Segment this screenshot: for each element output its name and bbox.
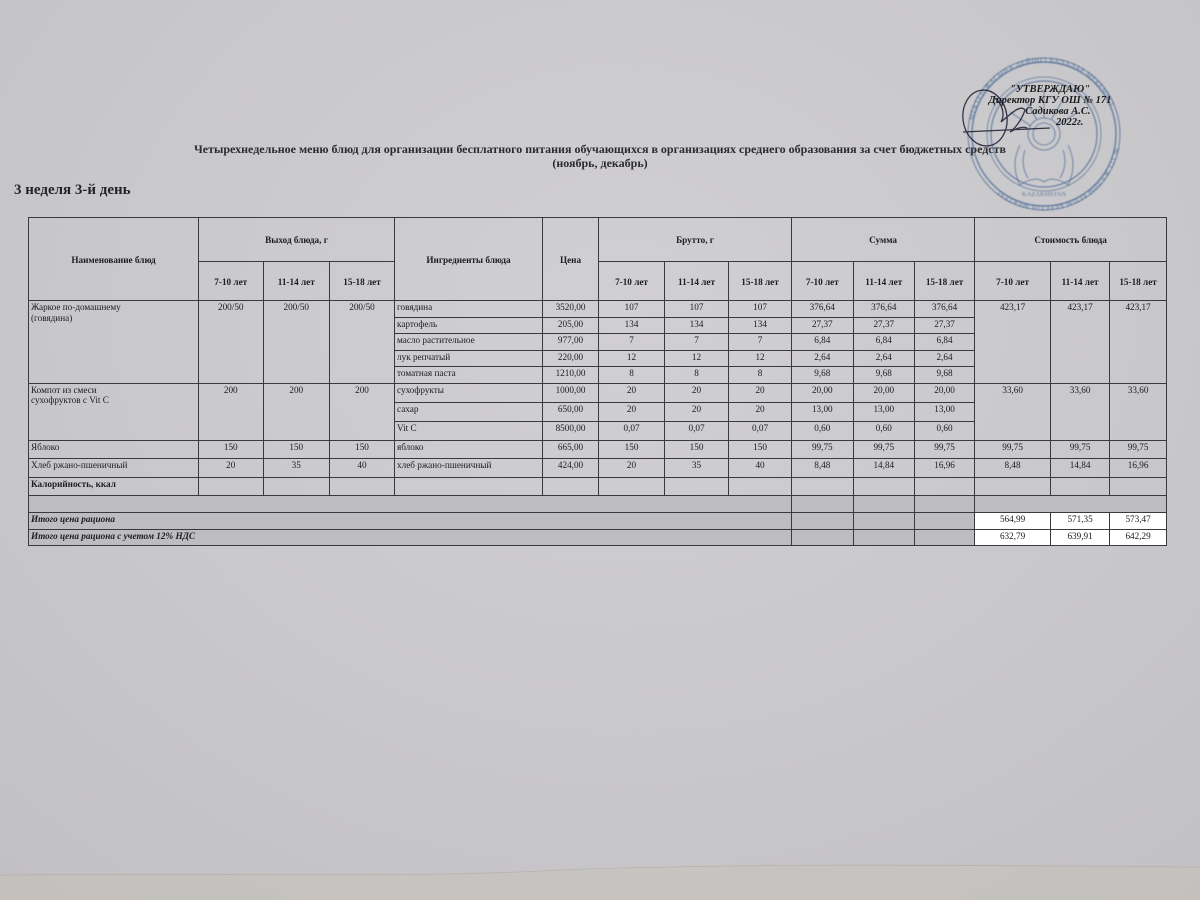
svg-text:KAZAKHSTAN: KAZAKHSTAN	[1022, 191, 1066, 198]
